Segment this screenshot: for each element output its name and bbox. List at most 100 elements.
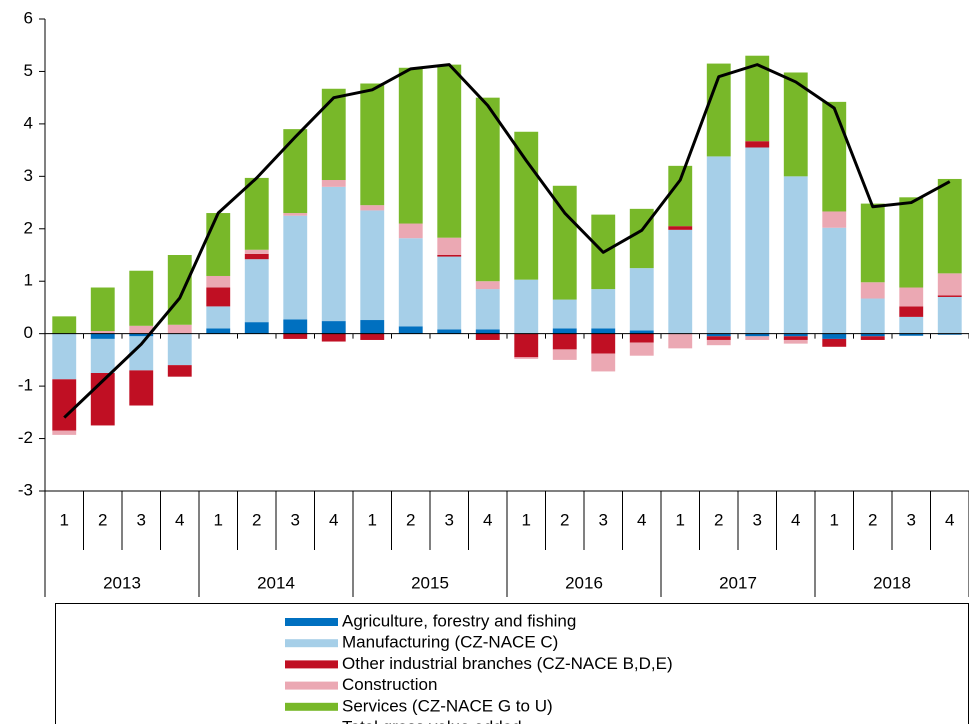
- y-tick-label: -1: [18, 376, 33, 395]
- y-tick-label: 4: [24, 113, 33, 132]
- y-tick-label: 1: [24, 271, 33, 290]
- x-tick-label: 1: [214, 510, 223, 529]
- bar-segment: [244, 249, 269, 254]
- year-label: 2013: [103, 573, 141, 592]
- y-tick-label: 2: [24, 218, 33, 237]
- bar-segment: [129, 336, 154, 371]
- x-tick-label: 1: [522, 510, 531, 529]
- bar-segment: [283, 213, 308, 216]
- bar-segment: [668, 333, 693, 349]
- bar-segment: [706, 156, 731, 334]
- bar-segment: [629, 268, 654, 331]
- x-tick-label: 3: [137, 510, 146, 529]
- y-tick-label: 3: [24, 166, 33, 185]
- y-tick-label: 0: [24, 323, 33, 342]
- x-tick-label: 1: [830, 510, 839, 529]
- bar-segment: [745, 147, 770, 334]
- bar-segment: [706, 336, 731, 340]
- bar-segment: [129, 333, 154, 337]
- bar-segment: [860, 203, 885, 283]
- x-tick-label: 1: [676, 510, 685, 529]
- x-tick-label: 3: [599, 510, 608, 529]
- bar-segment: [244, 177, 269, 250]
- bar-segment: [437, 329, 462, 334]
- bar-segment: [283, 319, 308, 334]
- bar-segment: [129, 270, 154, 326]
- legend-swatch: [285, 681, 338, 690]
- y-tick-label: -2: [18, 428, 33, 447]
- legend-label: Services (CZ-NACE G to U): [342, 696, 553, 715]
- legend-swatch: [285, 702, 338, 711]
- bar-segment: [206, 306, 231, 329]
- bar-segment: [360, 83, 385, 206]
- bar-segment: [668, 229, 693, 334]
- bar-segment: [90, 333, 115, 339]
- x-tick-label: 4: [483, 510, 492, 529]
- bar-segment: [706, 339, 731, 346]
- bar-segment: [591, 328, 616, 334]
- bar-segment: [398, 238, 423, 327]
- bar-segment: [206, 328, 231, 334]
- bar-segment: [129, 325, 154, 334]
- bar-segment: [591, 333, 616, 354]
- bar-segment: [244, 322, 269, 334]
- bar-segment: [475, 281, 500, 290]
- x-tick-label: 2: [98, 510, 107, 529]
- bar-segment: [745, 141, 770, 148]
- bar-segment: [52, 333, 77, 380]
- x-tick-label: 4: [945, 510, 954, 529]
- bar-segment: [899, 306, 924, 317]
- bar-segment: [668, 226, 693, 230]
- bar-segment: [398, 223, 423, 239]
- bar-segment: [52, 379, 77, 431]
- legend-label: Construction: [342, 675, 437, 694]
- bar-segment: [206, 287, 231, 307]
- bar-segment: [899, 287, 924, 307]
- bar-segment: [899, 316, 924, 334]
- bar-segment: [360, 333, 385, 340]
- bar-segment: [745, 333, 770, 337]
- bar-segment: [90, 287, 115, 332]
- bar-segment: [167, 255, 192, 325]
- bar-segment: [860, 298, 885, 334]
- bar-segment: [860, 333, 885, 337]
- bar-segment: [552, 333, 577, 350]
- bar-segment: [398, 326, 423, 334]
- bar-segment: [514, 279, 539, 334]
- bar-segment: [283, 333, 308, 339]
- x-tick-label: 3: [291, 510, 300, 529]
- year-label: 2016: [565, 573, 603, 592]
- bar-segment: [321, 88, 346, 181]
- bar-segment: [167, 324, 192, 334]
- y-tick-label: 6: [24, 8, 33, 27]
- bar-segment: [90, 331, 115, 334]
- bar-segment: [552, 185, 577, 300]
- bar-segment: [321, 180, 346, 187]
- bar-segment: [552, 299, 577, 329]
- bar-segment: [475, 333, 500, 340]
- bar-segment: [283, 215, 308, 320]
- bar-segment: [937, 273, 962, 296]
- bar-segment: [167, 365, 192, 377]
- x-tick-label: 2: [868, 510, 877, 529]
- bar-segment: [822, 338, 847, 347]
- x-tick-label: 4: [329, 510, 338, 529]
- bar-segment: [321, 333, 346, 342]
- bar-segment: [475, 289, 500, 330]
- x-tick-label: 1: [60, 510, 69, 529]
- bar-segment: [360, 320, 385, 334]
- x-tick-label: 4: [637, 510, 646, 529]
- bar-segment: [783, 339, 808, 344]
- bar-segment: [783, 333, 808, 337]
- bar-segment: [860, 336, 885, 340]
- bar-segment: [437, 64, 462, 238]
- bar-segment: [52, 316, 77, 334]
- bar-segment: [629, 342, 654, 356]
- bar-segment: [822, 211, 847, 228]
- bar-segment: [437, 237, 462, 255]
- bar-segment: [321, 186, 346, 322]
- bar-segment: [591, 353, 616, 372]
- bar-segment: [745, 336, 770, 340]
- bar-segment: [552, 328, 577, 334]
